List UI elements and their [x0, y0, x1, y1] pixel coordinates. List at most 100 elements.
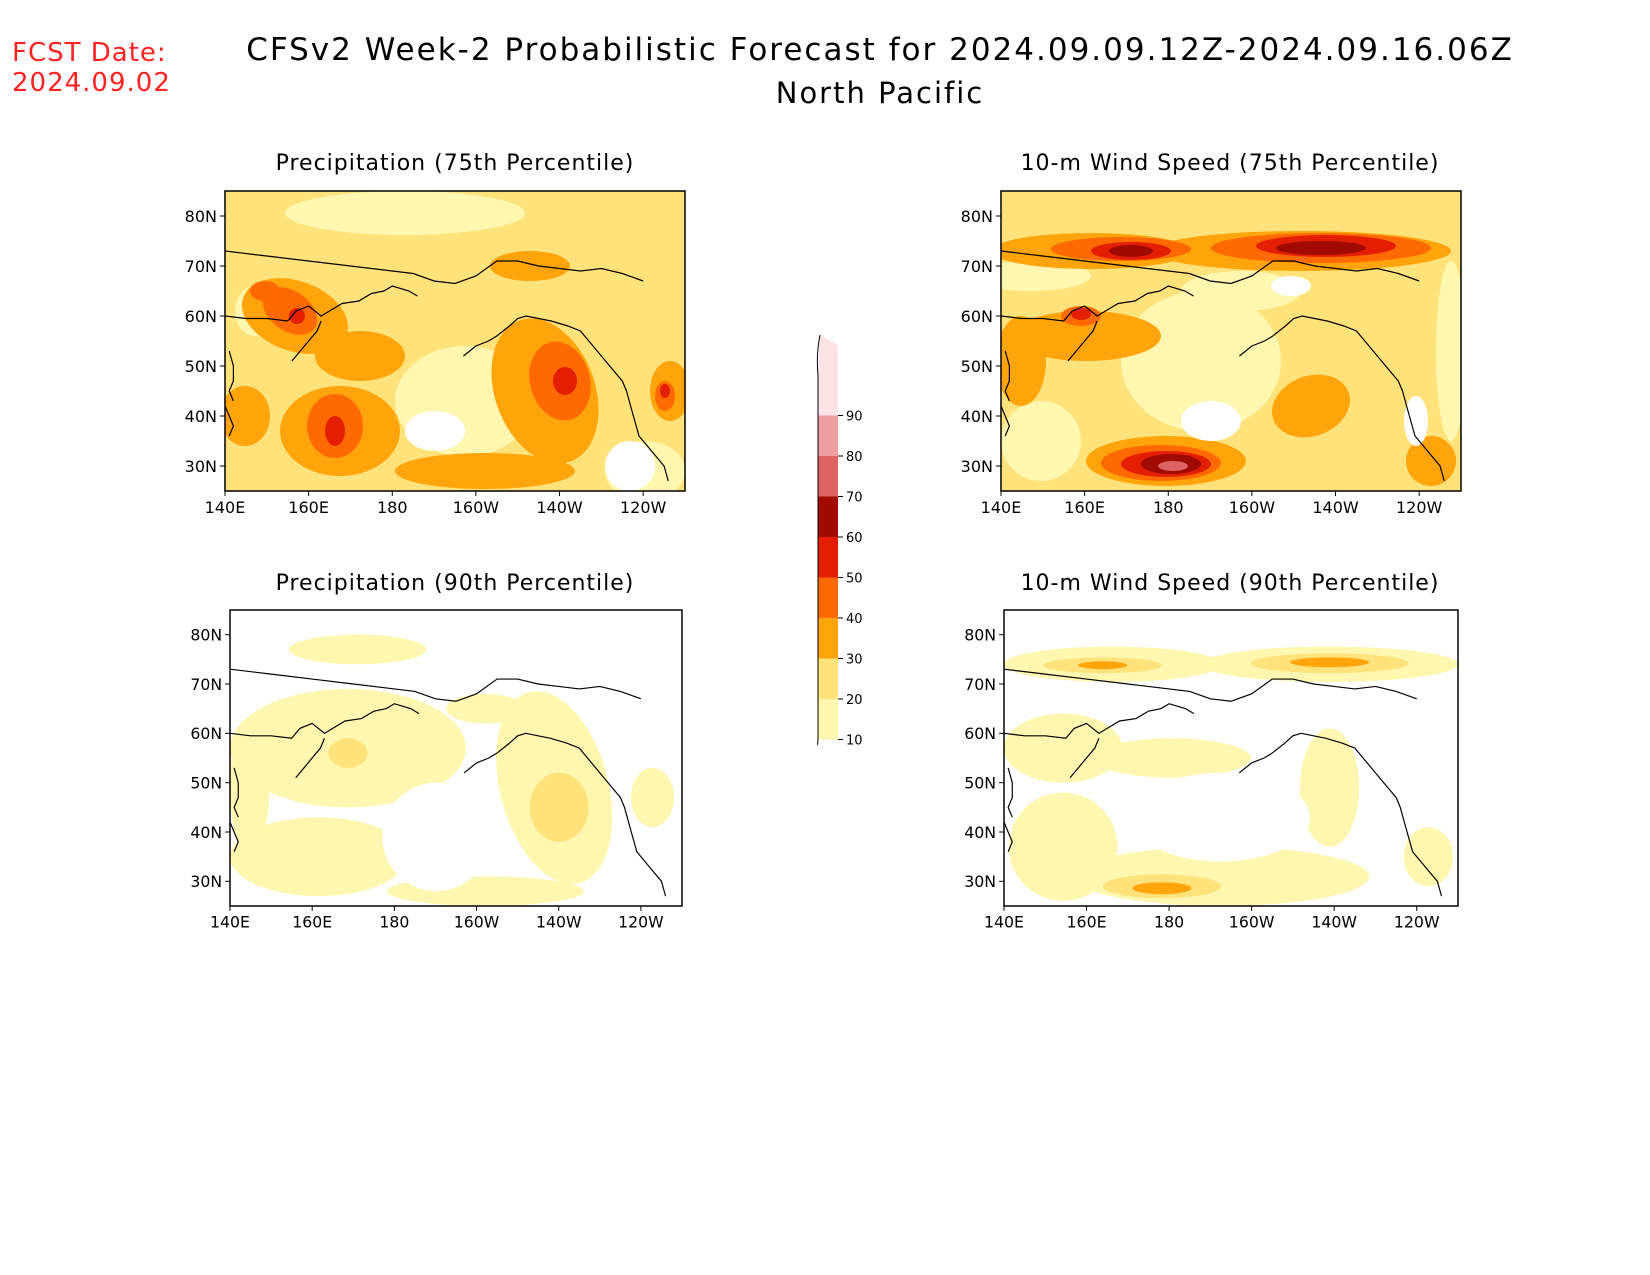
coastline [291, 320, 322, 362]
map-frame [229, 609, 683, 907]
colorbar-top-cap [818, 335, 838, 375]
colorbar-segment [818, 618, 838, 659]
colorbar-segment [818, 456, 838, 497]
coastline [1067, 320, 1098, 362]
colorbar: 10 20 30 40 50 60 70 80 90 [816, 335, 863, 746]
coastline [463, 315, 669, 482]
contour-fill [288, 634, 427, 665]
map-wind90: 140E 160E 180 160W 140W 120W 80N 70N 60N 50N 40N 30… [964, 609, 1459, 932]
x-tick-label: 140E [981, 498, 1022, 517]
colorbar-label: 30 [846, 653, 863, 668]
x-tick-label: 120W [620, 498, 667, 517]
contour-fill [1109, 245, 1153, 257]
panel-title-precip90: Precipitation (90th Percentile) [275, 571, 635, 596]
x-tick-label: 160W [1229, 498, 1276, 517]
colorbar-label: 20 [846, 693, 863, 708]
colorbar-segment [818, 375, 838, 416]
colorbar-segment [818, 577, 838, 618]
x-tick-label: 160W [453, 498, 500, 517]
contour-fill [1001, 401, 1081, 481]
contour-fill [1181, 401, 1241, 441]
colorbar-segment [818, 699, 838, 740]
map-precip75: 140E 160E 180 160W 140W 120W 80N 70N 60N 50N 40N 30… [185, 190, 686, 517]
y-tick-label: 60N [185, 307, 217, 326]
contour-fill [1011, 311, 1161, 361]
contour-fill [289, 308, 305, 324]
x-tick-label: 140E [210, 913, 250, 932]
contour-fill [230, 718, 270, 857]
y-tick-label: 40N [964, 823, 996, 842]
contour-fill [1121, 291, 1281, 431]
x-tick-label: 180 [379, 913, 409, 932]
y-tick-label: 60N [964, 724, 996, 743]
y-tick-label: 70N [185, 257, 217, 276]
y-tick-label: 40N [190, 823, 222, 842]
contour-fill [1132, 882, 1192, 895]
colorbar-label: 80 [846, 450, 863, 465]
x-tick-label: 180 [1153, 498, 1184, 517]
colorbar-label: 10 [846, 734, 863, 746]
colorbar-outline [816, 335, 821, 745]
coastline [1001, 250, 1420, 285]
x-tick-label: 120W [1394, 913, 1440, 932]
y-tick-label: 30N [185, 457, 217, 476]
coastline [1004, 703, 1195, 739]
contour-fill [325, 416, 345, 446]
panel-title-wind75: 10-m Wind Speed (75th Percentile) [1020, 151, 1440, 176]
coastline [233, 767, 239, 818]
contour-fill [529, 772, 589, 842]
contour-fill [1071, 308, 1091, 320]
contour-layer [230, 610, 682, 906]
coastline [225, 405, 235, 437]
coastline [463, 732, 667, 897]
colorbar-segment [818, 415, 838, 456]
x-tick-label: 140W [1312, 498, 1359, 517]
y-tick-label: 70N [964, 675, 996, 694]
colorbar-segment [818, 496, 838, 537]
contour-fill [328, 738, 368, 768]
contour-fill [1272, 374, 1350, 438]
map-frame [1000, 190, 1462, 492]
x-tick-label: 160E [1064, 498, 1105, 517]
coastline [225, 285, 418, 322]
map-frame [1003, 609, 1459, 907]
colorbar-segment [818, 658, 838, 699]
y-tick-label: 40N [961, 407, 993, 426]
y-tick-label: 70N [961, 257, 993, 276]
x-tick-label: 120W [618, 913, 664, 932]
y-tick-label: 50N [185, 357, 217, 376]
colorbar-label: 90 [846, 410, 863, 425]
coastline [295, 738, 326, 779]
x-tick-label: 160E [292, 913, 332, 932]
panel-title-wind90: 10-m Wind Speed (90th Percentile) [1020, 571, 1440, 596]
y-tick-label: 40N [185, 407, 217, 426]
y-tick-label: 50N [190, 774, 222, 793]
contour-fill [553, 367, 577, 395]
contour-layer [225, 191, 685, 491]
contour-fill [630, 767, 675, 828]
contour-fill [1092, 738, 1251, 778]
y-tick-label: 50N [964, 774, 996, 793]
contour-fill [605, 441, 655, 491]
contour-fill [405, 411, 465, 451]
contour-fill [395, 453, 575, 489]
colorbar-label: 50 [846, 572, 863, 587]
coastline [228, 350, 234, 402]
y-tick-label: 80N [185, 207, 217, 226]
y-tick-label: 60N [190, 724, 222, 743]
forecast-date-label: FCST Date: [12, 38, 167, 68]
coastline [1001, 405, 1011, 437]
y-tick-label: 60N [961, 307, 993, 326]
coastline [1004, 821, 1013, 852]
coastline [1004, 350, 1010, 402]
contour-fill [1403, 827, 1454, 887]
contour-fill [285, 191, 525, 235]
contour-fill [262, 287, 318, 335]
contour-fill [1300, 728, 1360, 847]
coastline [1004, 668, 1417, 702]
coastline [1239, 315, 1445, 482]
x-tick-label: 140E [984, 913, 1024, 932]
y-tick-label: 30N [961, 457, 993, 476]
contour-fill [1004, 713, 1123, 783]
y-tick-label: 70N [190, 675, 222, 694]
